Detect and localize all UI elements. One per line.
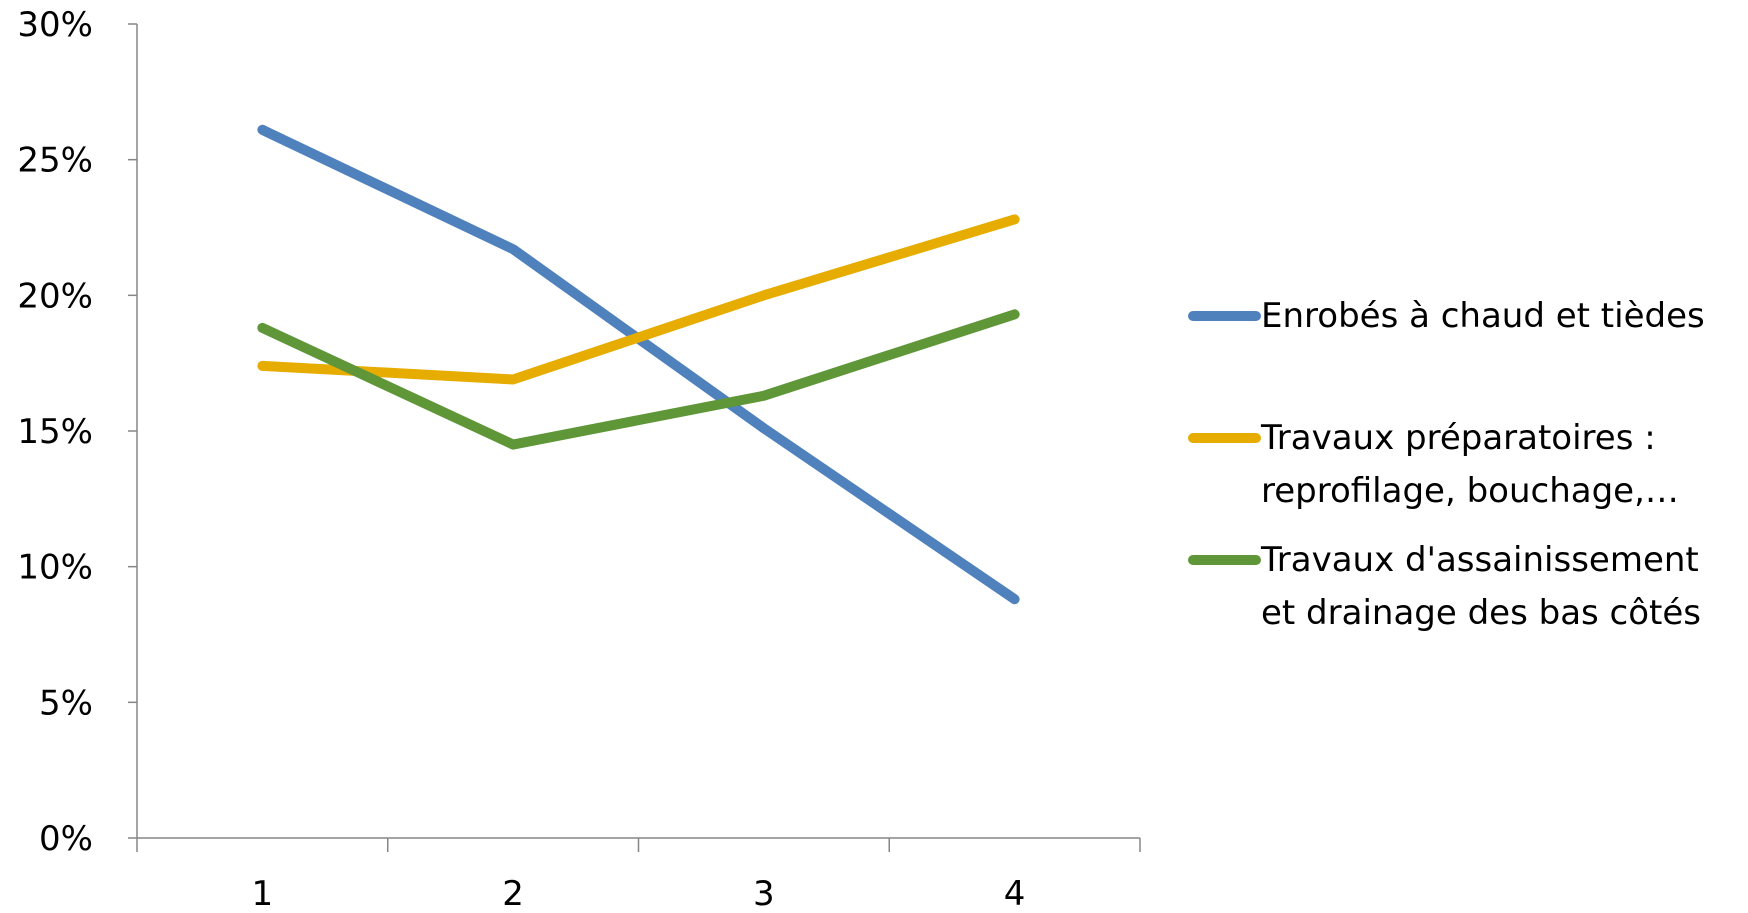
data-point	[763, 395, 765, 397]
data-point	[261, 365, 263, 367]
y-tick-label: 10%	[17, 548, 93, 588]
data-point	[763, 427, 765, 429]
data-point	[1014, 313, 1016, 315]
x-tick-label: 3	[753, 874, 775, 913]
legend-label-line: et drainage des bas côtés	[1261, 593, 1701, 633]
legend-label-2: Travaux préparatoires : reprofilage, bouc…	[1260, 418, 1679, 511]
legend-label-1: Enrobés à chaud et tièdes	[1261, 296, 1705, 336]
chart-legend: Enrobés à chaud et tièdes Travaux prépara…	[1188, 296, 1705, 633]
data-point	[1014, 218, 1016, 220]
x-tick-label: 1	[252, 874, 274, 913]
series-line-3	[257, 309, 1020, 450]
data-point	[512, 248, 514, 250]
y-tick-label: 25%	[17, 141, 93, 181]
x-tick-label: 2	[502, 874, 524, 913]
y-tick-label: 5%	[39, 683, 93, 723]
chart-axes: 0% 5% 10% 15% 20% 25% 30% 1 2 3 4	[17, 5, 1141, 913]
data-point	[261, 327, 263, 329]
chart-series	[257, 124, 1020, 605]
y-tick-label: 0%	[39, 819, 93, 859]
legend-label-line: Travaux d'assainissement	[1260, 540, 1699, 580]
legend-label-3: Travaux d'assainissement et drainage des …	[1260, 540, 1701, 633]
data-point	[1014, 598, 1016, 600]
data-point	[512, 378, 514, 380]
legend-label-line: Enrobés à chaud et tièdes	[1261, 296, 1705, 336]
legend-label-line: Travaux préparatoires :	[1260, 418, 1656, 458]
legend-label-line: reprofilage, bouchage,…	[1261, 471, 1679, 511]
x-tick-label: 4	[1004, 874, 1026, 913]
y-tick-label: 30%	[17, 5, 93, 45]
data-point	[512, 444, 514, 446]
y-tick-label: 20%	[17, 276, 93, 316]
data-point	[261, 129, 263, 131]
series-line-2	[257, 214, 1020, 385]
data-point	[763, 294, 765, 296]
y-tick-label: 15%	[17, 412, 93, 452]
series-line-1	[257, 124, 1020, 605]
